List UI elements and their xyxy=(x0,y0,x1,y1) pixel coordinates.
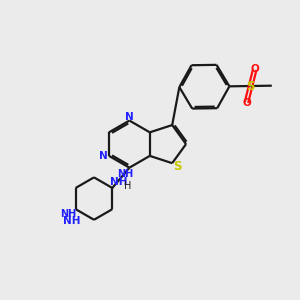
Text: NH: NH xyxy=(60,209,76,220)
Text: H: H xyxy=(124,182,131,191)
Text: S: S xyxy=(246,80,255,92)
Text: O: O xyxy=(242,98,251,108)
Text: NH: NH xyxy=(63,216,81,226)
Text: N: N xyxy=(125,112,134,122)
Text: NH: NH xyxy=(117,169,134,179)
Text: NH: NH xyxy=(110,177,128,187)
Text: S: S xyxy=(173,160,182,172)
Text: O: O xyxy=(250,64,259,74)
Text: N: N xyxy=(99,151,108,161)
